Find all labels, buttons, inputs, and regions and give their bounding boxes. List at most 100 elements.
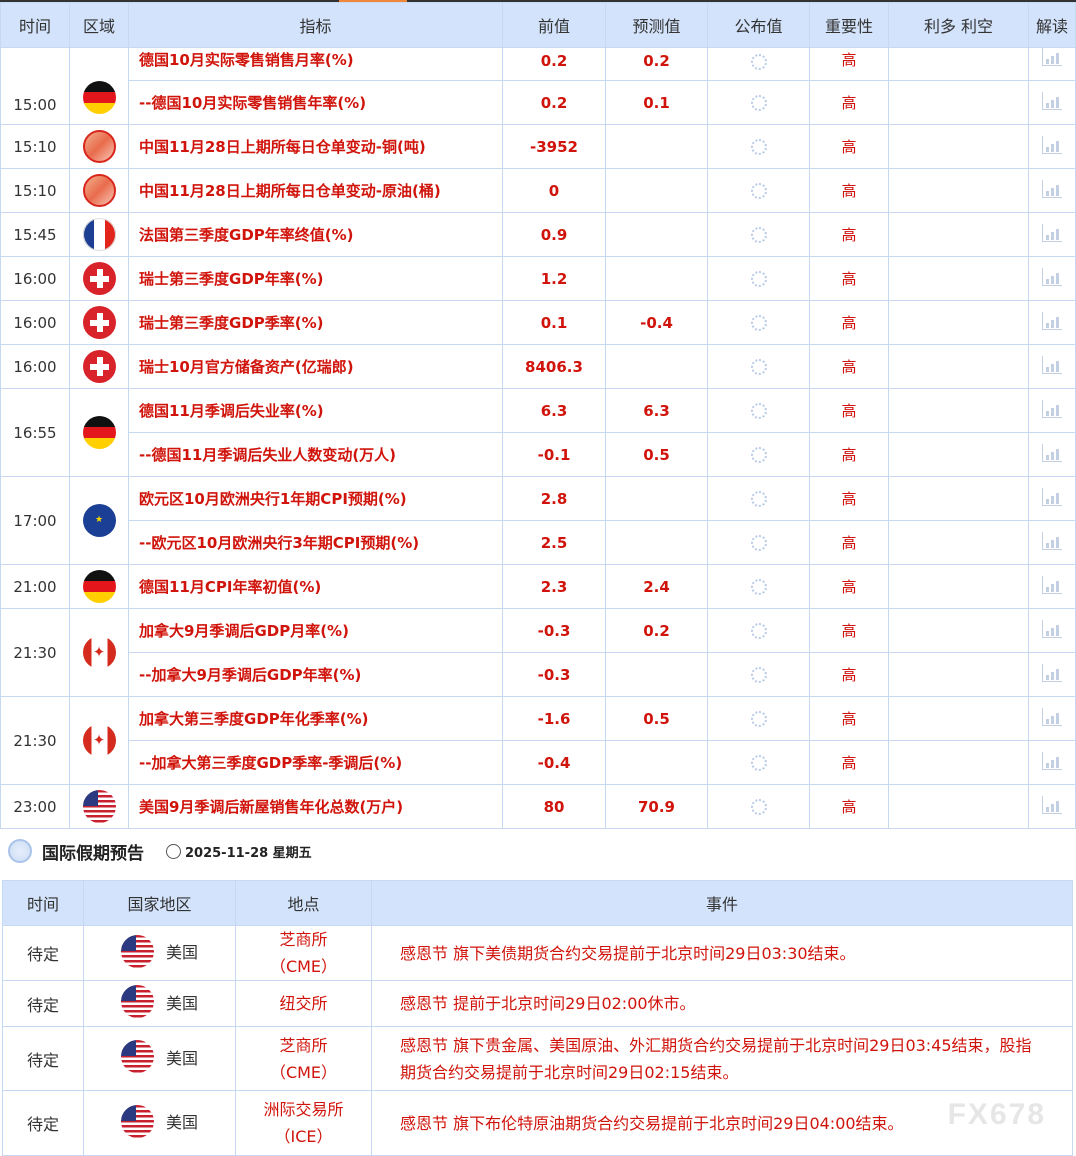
importance: 高 bbox=[809, 740, 889, 785]
loading-spinner-icon bbox=[750, 755, 767, 771]
country-name: 美国 bbox=[165, 1113, 198, 1132]
country-cell: 美国 bbox=[83, 980, 236, 1027]
table-row: 16:00 瑞士第三季度GDP季率(%) 0.1 -0.4 高 bbox=[0, 300, 1076, 345]
column-header: 事件 bbox=[371, 880, 1073, 926]
flag-eurozone-icon: ★ bbox=[82, 504, 116, 537]
indicator-link[interactable]: 欧元区10月欧洲央行1年期CPI预期(%) bbox=[128, 476, 503, 521]
analysis-cell[interactable] bbox=[1028, 47, 1076, 81]
forecast-value bbox=[605, 212, 708, 257]
column-header: 时间 bbox=[0, 2, 70, 48]
analysis-cell[interactable] bbox=[1028, 344, 1076, 389]
chart-analysis-icon[interactable] bbox=[1042, 399, 1062, 418]
analysis-cell[interactable] bbox=[1028, 520, 1076, 565]
indicator-link[interactable]: 瑞士10月官方储备资产(亿瑞郎) bbox=[128, 344, 503, 389]
chart-analysis-icon[interactable] bbox=[1042, 619, 1062, 638]
indicator-link[interactable]: --德国11月季调后失业人数变动(万人) bbox=[128, 432, 503, 477]
chart-analysis-icon[interactable] bbox=[1042, 443, 1062, 462]
chart-analysis-icon[interactable] bbox=[1042, 267, 1062, 286]
loading-spinner-icon bbox=[750, 227, 767, 243]
chart-analysis-icon[interactable] bbox=[1042, 223, 1062, 242]
importance: 高 bbox=[809, 564, 889, 609]
exchange-name: 芝商所（CME） bbox=[235, 1026, 372, 1091]
holiday-row: 待定 美国 纽交所 感恩节 提前于北京时间29日02:00休市。 bbox=[2, 980, 1073, 1027]
chart-analysis-icon[interactable] bbox=[1042, 91, 1062, 110]
impact-cell bbox=[888, 212, 1029, 257]
event-time: 23:00 bbox=[0, 784, 70, 829]
importance: 高 bbox=[809, 47, 889, 81]
chart-analysis-icon[interactable] bbox=[1042, 355, 1062, 374]
indicator-link[interactable]: 德国11月CPI年率初值(%) bbox=[128, 564, 503, 609]
indicator-link[interactable]: --加拿大9月季调后GDP年率(%) bbox=[128, 652, 503, 697]
chart-analysis-icon[interactable] bbox=[1042, 795, 1062, 814]
actual-value bbox=[707, 784, 810, 829]
previous-value: -0.1 bbox=[502, 432, 606, 477]
loading-spinner-icon bbox=[750, 403, 767, 419]
flag-usa-icon bbox=[120, 985, 154, 1018]
exchange-name: 芝商所（CME） bbox=[235, 925, 372, 981]
analysis-cell[interactable] bbox=[1028, 124, 1076, 169]
table-row: --德国11月季调后失业人数变动(万人) -0.1 0.5 高 bbox=[1, 432, 1076, 477]
chart-analysis-icon[interactable] bbox=[1042, 487, 1062, 506]
indicator-link[interactable]: 中国11月28日上期所每日仓单变动-铜(吨) bbox=[128, 124, 503, 169]
event-time: 21:30 bbox=[0, 696, 70, 785]
indicator-link[interactable]: --欧元区10月欧洲央行3年期CPI预期(%) bbox=[128, 520, 503, 565]
chart-analysis-icon[interactable] bbox=[1042, 48, 1062, 66]
previous-value: -3952 bbox=[502, 124, 606, 169]
chart-analysis-icon[interactable] bbox=[1042, 751, 1062, 770]
analysis-cell[interactable] bbox=[1028, 784, 1076, 829]
chart-analysis-icon[interactable] bbox=[1042, 179, 1062, 198]
analysis-cell[interactable] bbox=[1028, 80, 1076, 125]
analysis-cell[interactable] bbox=[1028, 256, 1076, 301]
flag-usa-icon bbox=[82, 790, 116, 823]
impact-cell bbox=[888, 476, 1029, 521]
indicator-link[interactable]: 中国11月28日上期所每日仓单变动-原油(桶) bbox=[128, 168, 503, 213]
indicator-link[interactable]: 法国第三季度GDP年率终值(%) bbox=[128, 212, 503, 257]
column-header: 地点 bbox=[235, 880, 372, 926]
loading-spinner-icon bbox=[750, 623, 767, 639]
column-header: 解读 bbox=[1028, 2, 1076, 48]
flag-switzerland-icon bbox=[82, 350, 116, 383]
chart-analysis-icon[interactable] bbox=[1042, 575, 1062, 594]
indicator-link[interactable]: 瑞士第三季度GDP年率(%) bbox=[128, 256, 503, 301]
analysis-cell[interactable] bbox=[1028, 168, 1076, 213]
indicator-link[interactable]: 美国9月季调后新屋销售年化总数(万户) bbox=[128, 784, 503, 829]
indicator-link[interactable]: 加拿大9月季调后GDP月率(%) bbox=[128, 608, 503, 653]
importance: 高 bbox=[809, 124, 889, 169]
chart-analysis-icon[interactable] bbox=[1042, 135, 1062, 154]
forecast-value bbox=[605, 476, 708, 521]
importance: 高 bbox=[809, 520, 889, 565]
holiday-table: 时间 国家地区 地点 事件 待定 美国 芝商所（CME） 感恩节 旗下美债期货合约交易… bbox=[2, 880, 1073, 1156]
forecast-value bbox=[605, 740, 708, 785]
event-time: 21:00 bbox=[0, 564, 70, 609]
indicator-link[interactable]: --德国10月实际零售销售年率(%) bbox=[128, 80, 503, 125]
actual-value bbox=[707, 80, 810, 125]
chart-analysis-icon[interactable] bbox=[1042, 311, 1062, 330]
indicator-link[interactable]: 德国10月实际零售销售月率(%) bbox=[128, 47, 503, 81]
analysis-cell[interactable] bbox=[1028, 652, 1076, 697]
previous-value: 0.1 bbox=[502, 300, 606, 345]
indicator-link[interactable]: 加拿大第三季度GDP年化季率(%) bbox=[128, 696, 503, 741]
importance: 高 bbox=[809, 256, 889, 301]
analysis-cell[interactable] bbox=[1028, 212, 1076, 257]
loading-spinner-icon bbox=[750, 667, 767, 683]
analysis-cell[interactable] bbox=[1028, 608, 1076, 653]
forecast-value bbox=[605, 652, 708, 697]
impact-cell bbox=[888, 47, 1029, 81]
region-cell bbox=[69, 168, 129, 213]
previous-value: 0.2 bbox=[502, 80, 606, 125]
analysis-cell[interactable] bbox=[1028, 300, 1076, 345]
analysis-cell[interactable] bbox=[1028, 696, 1076, 741]
forecast-value: 0.2 bbox=[605, 608, 708, 653]
analysis-cell[interactable] bbox=[1028, 432, 1076, 477]
chart-analysis-icon[interactable] bbox=[1042, 531, 1062, 550]
analysis-cell[interactable] bbox=[1028, 476, 1076, 521]
analysis-cell[interactable] bbox=[1028, 740, 1076, 785]
indicator-link[interactable]: --加拿大第三季度GDP季率-季调后(%) bbox=[128, 740, 503, 785]
chart-analysis-icon[interactable] bbox=[1042, 707, 1062, 726]
analysis-cell[interactable] bbox=[1028, 388, 1076, 433]
chart-analysis-icon[interactable] bbox=[1042, 663, 1062, 682]
indicator-link[interactable]: 瑞士第三季度GDP季率(%) bbox=[128, 300, 503, 345]
forecast-value: 2.4 bbox=[605, 564, 708, 609]
analysis-cell[interactable] bbox=[1028, 564, 1076, 609]
indicator-link[interactable]: 德国11月季调后失业率(%) bbox=[128, 388, 503, 433]
